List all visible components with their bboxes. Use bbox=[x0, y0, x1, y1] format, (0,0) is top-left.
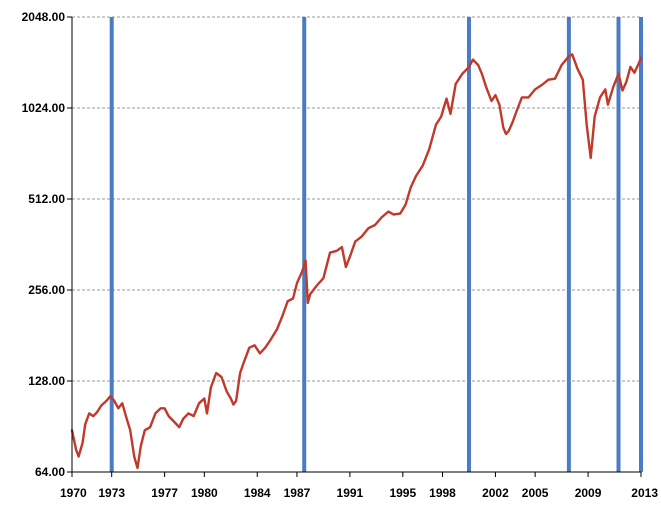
x-tick-label: 1977 bbox=[151, 486, 178, 500]
vertical-markers bbox=[109, 17, 643, 472]
x-tick-label: 2013 bbox=[631, 486, 658, 500]
x-tick-label: 1995 bbox=[389, 486, 416, 500]
x-tick-label: 2002 bbox=[482, 486, 509, 500]
y-tick-label: 1024.00 bbox=[22, 101, 66, 115]
x-tick-label: 1991 bbox=[337, 486, 364, 500]
x-tick-label: 2005 bbox=[522, 486, 549, 500]
y-tick-label: 128.00 bbox=[28, 374, 65, 388]
x-tick-label: 1998 bbox=[429, 486, 456, 500]
y-tick-label: 2048.00 bbox=[22, 10, 66, 24]
series-line bbox=[70, 53, 643, 470]
y-tick-label: 256.00 bbox=[28, 283, 65, 297]
grid-lines bbox=[72, 16, 641, 382]
x-tick-label: 1987 bbox=[284, 486, 311, 500]
y-tick-label: 64.00 bbox=[35, 465, 65, 479]
x-tick-labels: 1970 1973 1977 1980 1984 1987 1991 1995 1998 2002… bbox=[60, 472, 658, 500]
x-tick-label: 1984 bbox=[244, 486, 271, 500]
x-tick-label: 1973 bbox=[98, 486, 125, 500]
x-tick-label: 1980 bbox=[191, 486, 218, 500]
series-layer bbox=[70, 53, 643, 470]
axes bbox=[71, 17, 641, 473]
y-tick-labels: 64.00 128.00 256.00 512.00 1024.00 2048.00 bbox=[22, 10, 72, 479]
x-tick-label: 1970 bbox=[60, 486, 87, 500]
x-tick-label: 2009 bbox=[575, 486, 602, 500]
y-tick-label: 512.00 bbox=[28, 192, 65, 206]
